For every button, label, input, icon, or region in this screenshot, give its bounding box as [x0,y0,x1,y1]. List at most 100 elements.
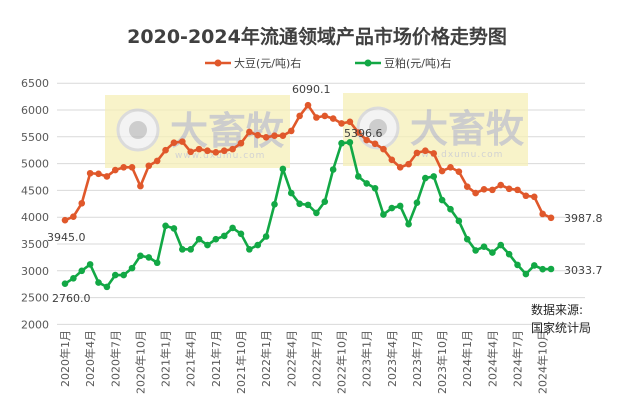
data-point[interactable] [220,147,228,155]
data-point[interactable] [547,265,555,273]
data-point[interactable] [162,222,169,230]
data-point[interactable] [204,241,211,249]
data-point[interactable] [187,246,194,253]
data-point[interactable] [237,139,245,147]
data-point[interactable] [338,120,345,127]
data-point[interactable] [497,181,505,189]
data-point[interactable] [530,262,538,269]
data-point[interactable] [128,164,136,171]
data-point[interactable] [111,166,119,174]
data-point[interactable] [355,173,362,180]
data-point[interactable] [246,128,253,136]
data-point[interactable] [212,149,220,156]
data-point[interactable] [204,147,211,155]
data-point[interactable] [254,131,262,139]
data-point[interactable] [61,280,69,287]
data-point[interactable] [271,132,278,140]
data-point[interactable] [246,246,253,253]
data-point[interactable] [103,173,111,180]
data-point[interactable] [187,148,194,156]
data-point[interactable] [103,283,111,291]
data-point[interactable] [262,233,270,240]
data-point[interactable] [321,198,329,205]
data-point[interactable] [489,249,496,256]
data-point[interactable] [422,147,429,155]
data-point[interactable] [480,186,488,193]
data-point[interactable] [137,252,144,260]
data-point[interactable] [455,217,463,225]
data-point[interactable] [413,149,421,157]
data-point[interactable] [455,168,463,175]
data-point[interactable] [145,254,153,261]
data-point[interactable] [539,265,546,273]
data-point[interactable] [438,196,446,204]
data-point[interactable] [86,169,94,177]
data-point[interactable] [271,201,278,208]
data-point[interactable] [78,267,86,275]
data-point[interactable] [438,167,446,175]
data-point[interactable] [120,164,127,171]
data-point[interactable] [514,186,521,194]
data-point[interactable] [405,220,412,228]
data-point[interactable] [195,235,203,243]
data-point[interactable] [137,182,144,190]
data-point[interactable] [195,145,203,153]
data-point[interactable] [480,243,488,250]
data-point[interactable] [304,101,312,109]
data-point[interactable] [371,184,379,192]
data-point[interactable] [388,156,396,164]
data-point[interactable] [61,216,69,224]
legend-item-soybean[interactable]: 大豆(元/吨)右 [205,56,301,70]
data-point[interactable] [413,199,421,207]
data-point[interactable] [371,140,379,148]
data-point[interactable] [514,261,521,269]
data-point[interactable] [430,173,438,180]
data-point[interactable] [505,250,513,258]
data-point[interactable] [229,145,236,153]
data-point[interactable] [153,259,161,267]
data-point[interactable] [95,170,102,178]
data-point[interactable] [70,213,77,220]
data-point[interactable] [505,185,513,193]
data-point[interactable] [463,235,471,243]
data-point[interactable] [279,132,287,140]
data-point[interactable] [86,261,94,268]
data-point[interactable] [329,166,337,173]
data-point[interactable] [422,174,429,182]
data-point[interactable] [547,214,555,222]
data-point[interactable] [472,189,479,197]
data-point[interactable] [70,275,77,282]
data-point[interactable] [489,186,496,194]
data-point[interactable] [170,225,178,232]
data-point[interactable] [405,160,412,168]
data-point[interactable] [447,164,454,171]
data-point[interactable] [162,146,169,154]
data-point[interactable] [128,264,136,272]
data-point[interactable] [380,145,387,153]
data-point[interactable] [321,112,329,120]
data-point[interactable] [237,230,245,238]
data-point[interactable] [145,162,153,170]
data-point[interactable] [304,201,312,209]
data-point[interactable] [179,138,186,145]
data-point[interactable] [530,193,538,201]
data-point[interactable] [220,232,228,240]
data-point[interactable] [338,139,345,147]
data-point[interactable] [380,211,387,218]
data-point[interactable] [346,139,354,146]
data-point[interactable] [329,115,337,122]
data-point[interactable] [313,209,320,217]
data-point[interactable] [287,189,295,197]
data-point[interactable] [254,241,262,249]
data-point[interactable] [363,180,370,187]
data-point[interactable] [346,118,354,126]
data-point[interactable] [296,112,303,120]
data-point[interactable] [120,271,127,279]
data-point[interactable] [539,210,546,218]
data-point[interactable] [472,247,479,254]
data-point[interactable] [287,127,295,135]
data-point[interactable] [522,270,530,278]
data-point[interactable] [111,271,119,279]
data-point[interactable] [447,205,454,213]
data-point[interactable] [95,279,102,286]
